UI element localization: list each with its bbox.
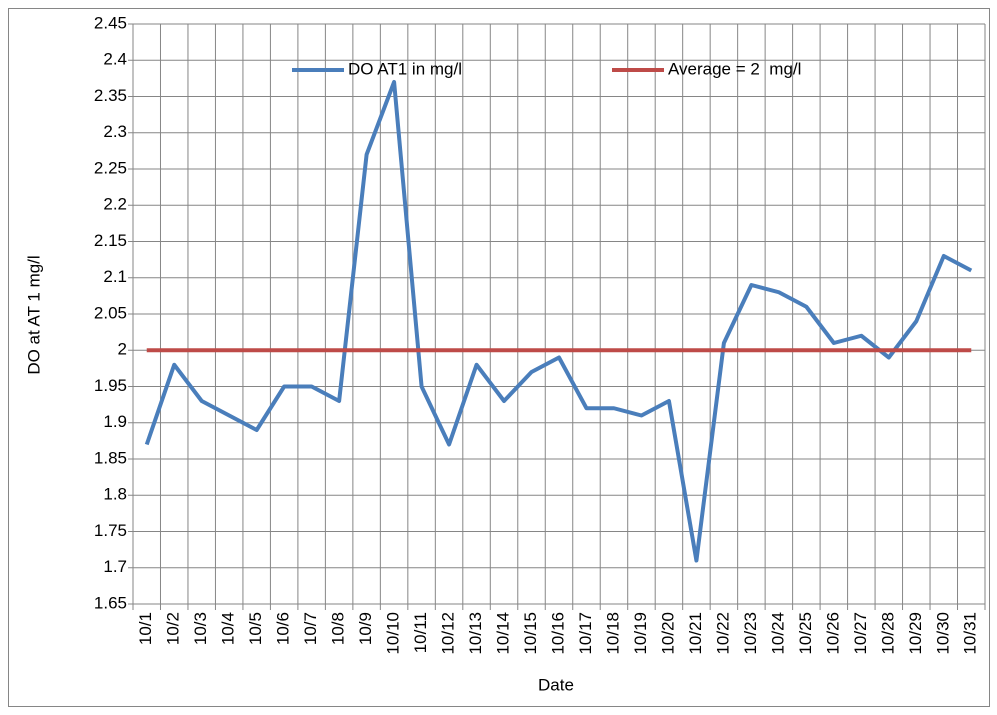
y-tick-label: 2.1 [103,267,127,286]
y-tick-label: 2.15 [94,231,127,250]
x-tick-label: 10/14 [494,612,513,655]
x-tick-label: 10/25 [796,612,815,655]
legend-label: DO AT1 in mg/l [348,59,462,78]
x-tick-label: 10/28 [878,612,897,655]
x-tick-label: 10/31 [961,612,980,655]
y-tick-label: 1.95 [94,376,127,395]
y-tick-label: 1.65 [94,593,127,612]
x-tick-label: 10/20 [658,612,677,655]
x-tick-label: 10/3 [191,612,210,645]
x-tick-label: 10/21 [686,612,705,655]
x-tick-label: 10/15 [521,612,540,655]
x-tick-label: 10/10 [384,612,403,655]
chart-frame [8,8,990,707]
y-tick-label: 1.8 [103,485,127,504]
x-tick-label: 10/1 [136,612,155,645]
y-tick-label: 1.9 [103,412,127,431]
x-tick-label: 10/19 [631,612,650,655]
y-tick-label: 1.7 [103,557,127,576]
y-tick-label: 2.4 [103,50,127,69]
x-tick-label: 10/17 [576,612,595,655]
y-tick-label: 2.3 [103,122,127,141]
x-tick-label: 10/26 [823,612,842,655]
x-tick-label: 10/27 [851,612,870,655]
y-tick-label: 2.25 [94,158,127,177]
x-tick-label: 10/13 [466,612,485,655]
legend-label: Average = 2 mg/l [668,59,801,78]
x-tick-label: 10/4 [219,612,238,645]
x-tick-label: 10/2 [164,612,183,645]
x-tick-label: 10/30 [933,612,952,655]
x-tick-label: 10/5 [246,612,265,645]
x-tick-label: 10/18 [603,612,622,655]
x-tick-label: 10/24 [768,612,787,655]
y-axis-title: DO at AT 1 mg/l [24,255,43,374]
x-tick-label: 10/11 [411,612,430,653]
x-tick-label: 10/8 [329,612,348,645]
data-line [144,80,973,563]
x-tick-label: 10/23 [741,612,760,655]
y-tick-label: 2.35 [94,86,127,105]
y-tick-label: 2.05 [94,303,127,322]
y-tick-label: 1.85 [94,448,127,467]
y-tick-label: 2 [118,340,127,359]
x-tick-label: 10/6 [274,612,293,645]
y-tick-label: 2.45 [94,13,127,32]
x-tick-label: 10/16 [548,612,567,655]
x-tick-label: 10/12 [439,612,458,655]
y-tick-label: 1.75 [94,521,127,540]
x-tick-label: 10/22 [713,612,732,655]
y-tick-label: 2.2 [103,195,127,214]
x-tick-label: 10/7 [301,612,320,645]
x-axis-title: Date [538,675,574,694]
x-tick-label: 10/9 [356,612,375,645]
x-tick-label: 10/29 [906,612,925,655]
